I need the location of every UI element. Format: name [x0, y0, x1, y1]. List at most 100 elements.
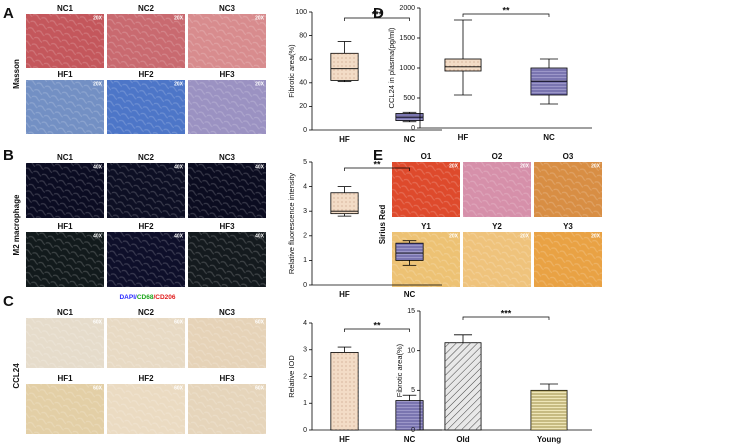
magnification: 40X: [174, 164, 184, 170]
panel-letter: B: [3, 147, 14, 164]
y-tick-label: 0: [303, 282, 307, 289]
tile-label: HF3: [219, 222, 235, 231]
y-axis-label: Relative fluorescence intensity: [287, 173, 296, 275]
box-hatch: [330, 53, 359, 81]
micrograph-texture: [463, 162, 531, 217]
x-tick-label: HF: [339, 135, 350, 144]
box-hatch: [395, 243, 424, 261]
significance-bracket: [462, 316, 550, 320]
magnification: 20X: [449, 233, 459, 239]
bar-hatch: [530, 390, 568, 430]
significance: **: [373, 320, 381, 330]
tile-label: HF3: [219, 70, 235, 79]
box-hatch: [444, 59, 482, 71]
tile-label: NC2: [138, 153, 155, 162]
magnification: 20X: [591, 233, 601, 239]
y-axis-label: Fibrotic area(%): [287, 44, 296, 98]
panel-letter: E: [373, 147, 383, 164]
significance: **: [502, 5, 510, 15]
micrograph-texture: [26, 232, 104, 287]
micrograph-texture: [188, 80, 266, 134]
y-axis-label: Fibrotic area(%): [395, 343, 404, 397]
y-tick-label: 60: [299, 56, 307, 63]
tile-label: Y1: [421, 222, 431, 231]
caption-part: /CD206: [153, 294, 175, 301]
magnification: 40X: [255, 233, 265, 239]
y-tick-label: 3: [303, 347, 307, 354]
significance-bracket: [462, 13, 550, 17]
micrograph-texture: [107, 163, 185, 218]
y-tick-label: 10: [407, 348, 415, 355]
y-tick-label: 1500: [399, 35, 415, 42]
y-tick-label: 5: [303, 159, 307, 166]
y-tick-label: 1: [303, 257, 307, 264]
tile-label: HF1: [57, 70, 73, 79]
micrograph-texture: [392, 162, 460, 217]
magnification: 40X: [93, 233, 103, 239]
micrograph-texture: [188, 163, 266, 218]
micrograph-texture: [188, 384, 266, 434]
significance: **: [373, 159, 381, 169]
micrograph-texture: [463, 232, 531, 287]
tile-label: O2: [492, 152, 503, 161]
bar-hatch: [395, 400, 424, 430]
micrograph-texture: [26, 80, 104, 134]
magnification: 60X: [174, 319, 184, 325]
x-tick-label: Young: [537, 435, 561, 444]
tile-label: HF1: [57, 374, 73, 383]
x-tick-label: NC: [543, 133, 555, 142]
caption-part: CD68: [137, 294, 154, 301]
x-tick-label: HF: [339, 290, 350, 299]
magnification: 20X: [174, 15, 184, 21]
micrograph-texture: [534, 162, 602, 217]
significance-bracket: [344, 17, 410, 21]
y-tick-label: 2: [303, 373, 307, 380]
magnification: 20X: [255, 15, 265, 21]
y-tick-label: 0: [411, 427, 415, 434]
micrograph-texture: [188, 14, 266, 68]
y-tick-label: 0: [303, 427, 307, 434]
magnification: 40X: [174, 233, 184, 239]
y-tick-label: 5: [411, 387, 415, 394]
significance: ***: [501, 308, 512, 318]
y-tick-label: 40: [299, 80, 307, 87]
magnification: 20X: [255, 81, 265, 87]
y-tick-label: 4: [303, 183, 307, 190]
caption-part: DAPI/: [119, 294, 137, 301]
micrograph-texture: [26, 14, 104, 68]
x-tick-label: NC: [404, 435, 416, 444]
y-tick-label: 100: [295, 9, 307, 16]
magnification: 40X: [93, 164, 103, 170]
magnification: 60X: [255, 319, 265, 325]
y-axis-label: Relative IOD: [287, 355, 296, 398]
micrograph-texture: [107, 384, 185, 434]
side-label: M2 macrophage: [12, 194, 21, 255]
tile-label: NC3: [219, 153, 236, 162]
micrograph-texture: [188, 232, 266, 287]
tile-label: NC1: [57, 153, 74, 162]
magnification: 20X: [591, 163, 601, 169]
bar-hatch: [444, 342, 482, 430]
y-tick-label: 80: [299, 32, 307, 39]
side-label: Masson: [12, 59, 21, 89]
x-tick-label: NC: [404, 135, 416, 144]
y-tick-label: 4: [303, 320, 307, 327]
tile-label: O3: [563, 152, 574, 161]
micrograph-texture: [188, 318, 266, 368]
y-tick-label: 20: [299, 103, 307, 110]
caption: DAPI/CD68/CD206: [119, 294, 175, 301]
magnification: 20X: [449, 163, 459, 169]
y-axis-label: CCL24 in plasma(pg/ml): [387, 27, 396, 108]
panel-letter: D: [373, 5, 384, 22]
magnification: 60X: [255, 385, 265, 391]
magnification: 40X: [255, 164, 265, 170]
x-tick-label: NC: [404, 290, 416, 299]
tile-label: HF1: [57, 222, 73, 231]
panel-letter: C: [3, 293, 14, 310]
y-tick-label: 2000: [399, 5, 415, 12]
tile-label: NC2: [138, 308, 155, 317]
y-tick-label: 0: [411, 125, 415, 132]
micrograph-texture: [26, 384, 104, 434]
y-tick-label: 500: [403, 95, 415, 102]
